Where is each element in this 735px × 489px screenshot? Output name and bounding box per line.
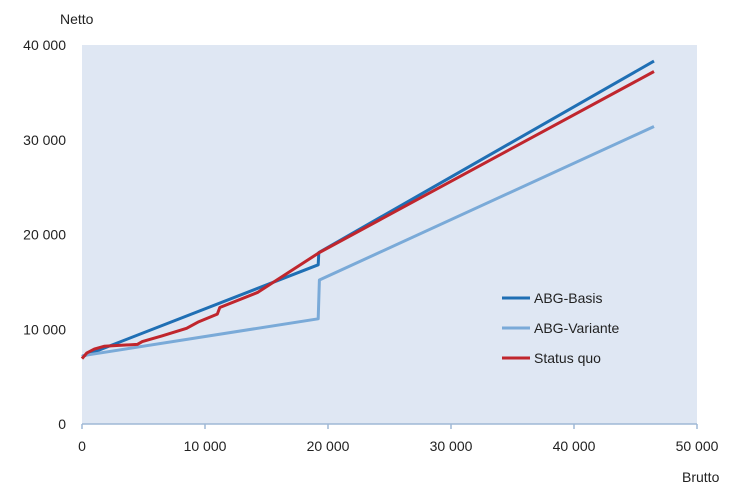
x-tick-marks (81, 424, 698, 429)
y-tick-label: 30 000 (23, 132, 66, 148)
y-tick-label: 40 000 (23, 37, 66, 53)
series-line-abg-basis (81, 59, 655, 359)
x-tick-label: 10 000 (184, 438, 227, 454)
legend-label-abg-basis: ABG-Basis (534, 290, 602, 306)
y-tick-label: 20 000 (23, 227, 66, 243)
legend-label-status-quo: Status quo (534, 350, 601, 366)
plot-background (82, 45, 697, 424)
legend: ABG-Basis ABG-Variante Status quo (502, 290, 620, 366)
series-lines (80, 59, 655, 360)
y-tick-label: 10 000 (23, 321, 66, 337)
series-line-status-quo (80, 70, 655, 360)
x-tick-label: 30 000 (430, 438, 473, 454)
x-tick-label: 50 000 (676, 438, 719, 454)
y-tick-label: 0 (58, 416, 66, 432)
series-line-abg-variante (81, 125, 655, 358)
y-axis-title: Netto (60, 11, 94, 27)
legend-label-abg-variante: ABG-Variante (534, 320, 620, 336)
x-tick-label: 0 (78, 438, 86, 454)
x-tick-label: 20 000 (307, 438, 350, 454)
x-tick-label: 40 000 (553, 438, 596, 454)
y-tick-labels: 0 10 000 20 000 30 000 40 000 (23, 37, 66, 432)
x-axis-title: Brutto (682, 469, 720, 484)
x-tick-labels: 0 10 000 20 000 30 000 40 000 50 000 (78, 438, 719, 454)
